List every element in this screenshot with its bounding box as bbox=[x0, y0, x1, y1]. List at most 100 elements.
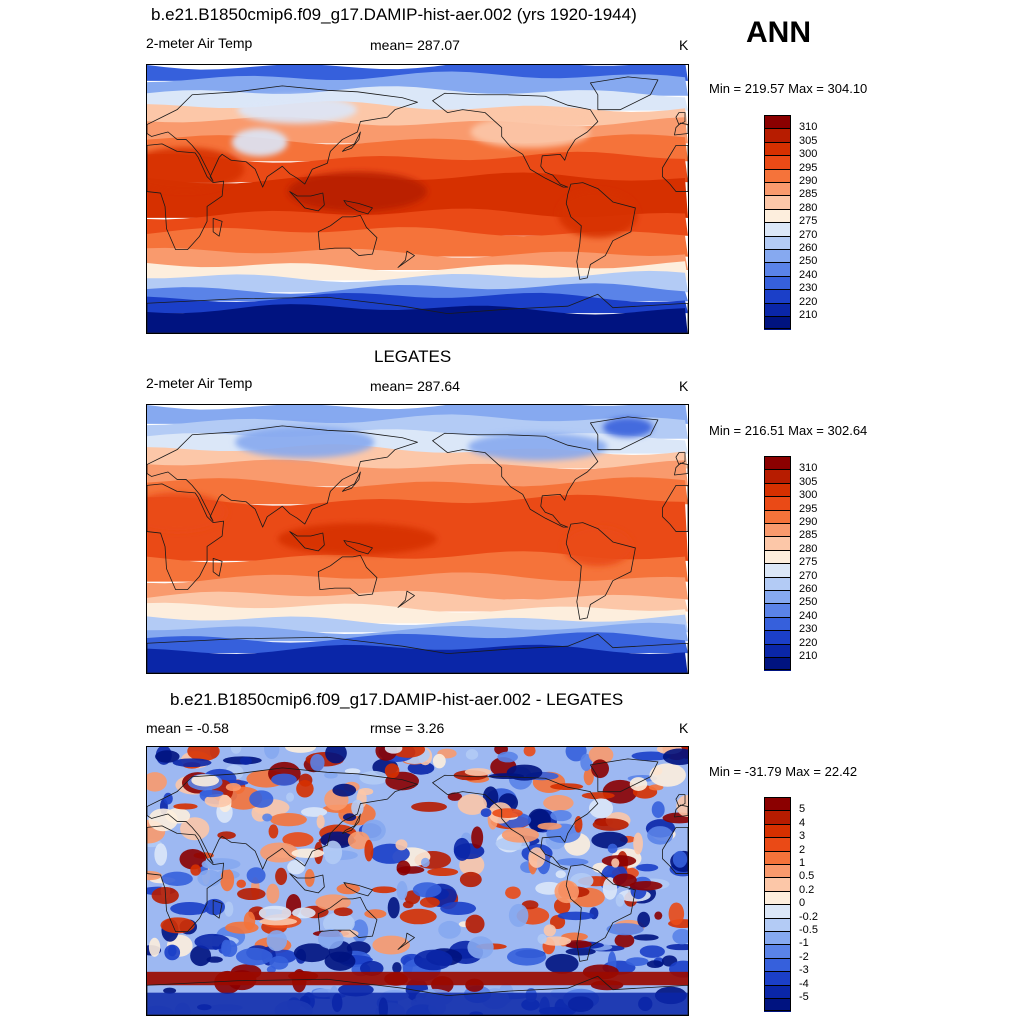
colorbar-swatch bbox=[764, 877, 791, 892]
colorbar-tick-label: 230 bbox=[799, 282, 818, 295]
colorbar-tick-label: 270 bbox=[799, 569, 818, 582]
colorbar-swatch bbox=[764, 890, 791, 906]
colorbar-tick-label: 280 bbox=[799, 542, 818, 555]
map-field bbox=[147, 405, 688, 673]
colorbar-swatch bbox=[764, 302, 791, 317]
colorbar-swatch bbox=[764, 456, 791, 471]
colorbar-tick-label: 275 bbox=[799, 215, 818, 228]
colorbar-tick-label: 220 bbox=[799, 295, 818, 308]
colorbar-swatch bbox=[764, 630, 791, 645]
colorbar-swatch bbox=[764, 168, 791, 183]
colorbar-swatch bbox=[764, 262, 791, 277]
panel-3-mean-label: mean = -0.58 bbox=[146, 720, 229, 736]
colorbar-swatch bbox=[764, 998, 791, 1013]
colorbar-swatch bbox=[764, 115, 791, 130]
panel-3-title: b.e21.B1850cmip6.f09_g17.DAMIP-hist-aer.… bbox=[170, 690, 624, 709]
panel-2-mean-label: mean= 287.64 bbox=[370, 378, 460, 394]
panel-3-units: K bbox=[679, 720, 689, 736]
colorbar-tick-label: -3 bbox=[799, 964, 809, 977]
colorbar-tick-label: 295 bbox=[799, 161, 818, 174]
colorbar-frame bbox=[764, 456, 791, 671]
colorbar-swatch bbox=[764, 509, 791, 524]
panel-3-colorbar bbox=[764, 797, 791, 1013]
colorbar-frame bbox=[764, 797, 791, 1012]
colorbar-swatch bbox=[764, 469, 791, 484]
panel-3-map bbox=[146, 746, 689, 1016]
panel-1-colorbar bbox=[764, 115, 791, 331]
panel-3-minmax: Min = -31.79 Max = 22.42 bbox=[709, 764, 858, 779]
colorbar-tick-label: 2 bbox=[799, 843, 806, 856]
colorbar-swatch bbox=[764, 289, 791, 304]
colorbar-tick-label: 280 bbox=[799, 201, 818, 214]
colorbar-tick-label: 275 bbox=[799, 556, 818, 569]
panel-1-units: K bbox=[679, 37, 689, 53]
colorbar-swatch bbox=[764, 984, 791, 999]
colorbar-swatch bbox=[764, 917, 791, 932]
colorbar-tick-label: 285 bbox=[799, 529, 818, 542]
panel-2-variable-label: 2-meter Air Temp bbox=[146, 375, 253, 391]
panel-2-map bbox=[146, 404, 689, 674]
colorbar-swatch bbox=[764, 523, 791, 538]
colorbar-swatch bbox=[764, 850, 791, 865]
colorbar-swatch bbox=[764, 957, 791, 973]
season-label: ANN bbox=[746, 16, 811, 49]
colorbar-swatch bbox=[764, 155, 791, 170]
colorbar-tick-label: 1 bbox=[799, 857, 806, 869]
colorbar-tick-label: 300 bbox=[799, 148, 818, 161]
colorbar-tick-label: 310 bbox=[799, 462, 818, 475]
colorbar-swatch bbox=[764, 195, 791, 210]
colorbar-swatch bbox=[764, 208, 791, 224]
colorbar-tick-label: 4 bbox=[799, 816, 806, 829]
colorbar-swatch bbox=[764, 616, 791, 632]
panel-2-title: LEGATES bbox=[374, 347, 452, 366]
colorbar-tick-label: 270 bbox=[799, 228, 818, 241]
colorbar-tick-label: 250 bbox=[799, 596, 818, 609]
colorbar-swatch bbox=[764, 482, 791, 498]
colorbar-tick-label: 285 bbox=[799, 188, 818, 201]
panel-1-minmax: Min = 219.57 Max = 304.10 bbox=[709, 81, 868, 96]
colorbar-tick-label: -5 bbox=[799, 991, 809, 1003]
colorbar-tick-label: 210 bbox=[799, 650, 818, 662]
colorbar-tick-label: 260 bbox=[799, 583, 818, 595]
panel-2-minmax: Min = 216.51 Max = 302.64 bbox=[709, 423, 868, 438]
colorbar-swatch bbox=[764, 944, 791, 959]
colorbar-swatch bbox=[764, 249, 791, 264]
colorbar-tick-label: 260 bbox=[799, 242, 818, 254]
colorbar-swatch bbox=[764, 971, 791, 986]
colorbar-swatch bbox=[764, 576, 791, 591]
colorbar-swatch bbox=[764, 536, 791, 551]
colorbar-swatch bbox=[764, 275, 791, 291]
colorbar-tick-label: 295 bbox=[799, 502, 818, 515]
panel-1-map bbox=[146, 64, 689, 334]
colorbar-swatch bbox=[764, 823, 791, 839]
colorbar-tick-label: -2 bbox=[799, 950, 809, 963]
colorbar-swatch bbox=[764, 931, 791, 946]
colorbar-swatch bbox=[764, 797, 791, 812]
colorbar-tick-label: 310 bbox=[799, 121, 818, 134]
colorbar-tick-label: 240 bbox=[799, 268, 818, 281]
colorbar-tick-label: 230 bbox=[799, 623, 818, 636]
colorbar-swatch bbox=[764, 643, 791, 658]
colorbar-tick-label: 3 bbox=[799, 830, 806, 843]
colorbar-swatch bbox=[764, 904, 791, 919]
colorbar-tick-label: 290 bbox=[799, 516, 818, 528]
colorbar-swatch bbox=[764, 864, 791, 879]
colorbar-swatch bbox=[764, 235, 791, 250]
colorbar-tick-label: 210 bbox=[799, 309, 818, 321]
map-field bbox=[147, 65, 688, 333]
colorbar-tick-label: 305 bbox=[799, 475, 818, 488]
colorbar-tick-label: 220 bbox=[799, 636, 818, 649]
colorbar-tick-label: 5 bbox=[799, 803, 806, 816]
colorbar-tick-label: 0.2 bbox=[799, 883, 815, 896]
colorbar-swatch bbox=[764, 128, 791, 143]
colorbar-tick-label: 300 bbox=[799, 489, 818, 502]
panel-2-colorbar bbox=[764, 456, 791, 672]
colorbar-tick-label: -0.2 bbox=[799, 910, 818, 923]
map-field bbox=[147, 747, 688, 1015]
colorbar-swatch bbox=[764, 141, 791, 157]
panel-3-rmse-label: rmse = 3.26 bbox=[370, 720, 445, 736]
colorbar-swatch bbox=[764, 316, 791, 331]
colorbar-swatch bbox=[764, 603, 791, 618]
colorbar-tick-label: 0.5 bbox=[799, 870, 815, 883]
colorbar-tick-label: 240 bbox=[799, 609, 818, 622]
